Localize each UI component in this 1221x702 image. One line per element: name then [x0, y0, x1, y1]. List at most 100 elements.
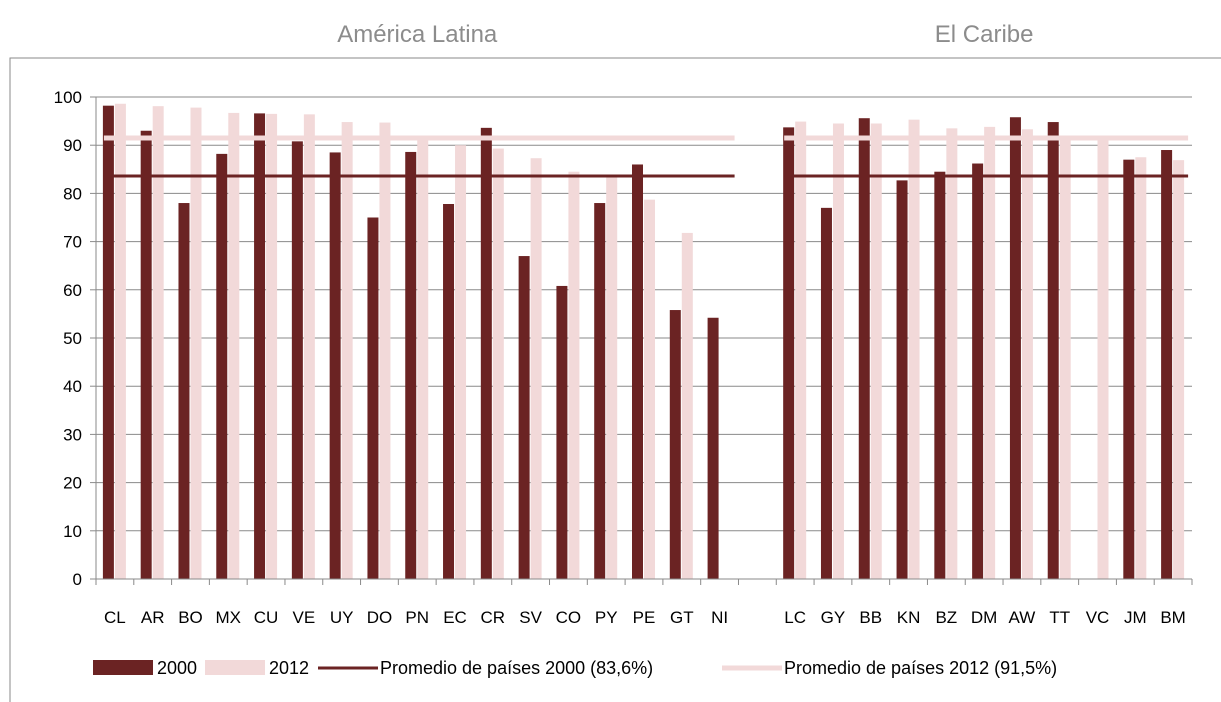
x-tick-label: MX: [216, 608, 242, 627]
x-tick-label: UY: [330, 608, 354, 627]
bars: [102, 103, 1185, 580]
bar-2000-AW: [1009, 117, 1021, 579]
x-tick-label: DO: [367, 608, 393, 627]
bar-2000-PY: [594, 203, 606, 580]
bar-2000-AR: [140, 130, 152, 580]
y-axis: 0 10 20 30 40 50 60 70 80 90 100: [54, 88, 97, 589]
bar-2000-PN: [405, 151, 417, 579]
x-tick-label: DM: [971, 608, 997, 627]
x-tick-label: BZ: [935, 608, 957, 627]
bar-2000-CR: [480, 127, 492, 580]
bar-2000-PE: [632, 164, 643, 580]
bar-2012-EC: [455, 145, 467, 579]
x-tick-label: CO: [556, 608, 582, 627]
bar-2012-BZ: [946, 128, 958, 579]
region-labels: América Latina El Caribe: [337, 21, 1033, 48]
bar-2000-DO: [367, 217, 379, 579]
bar-2012-BM: [1173, 160, 1185, 579]
reference-lines: [103, 135, 1189, 178]
bar-2000-BZ: [934, 171, 946, 579]
x-tick-label: JM: [1124, 608, 1147, 627]
y-tick-label: 90: [63, 136, 82, 155]
bar-2012-VE: [303, 114, 315, 580]
x-tick-label: LC: [784, 608, 806, 627]
bar-2012-JM: [1135, 157, 1147, 579]
x-tick-label: EC: [443, 608, 467, 627]
x-tick-label: VE: [293, 608, 316, 627]
chart-border: [9, 57, 1221, 702]
bar-2012-PY: [606, 176, 618, 579]
bar-2012-CU: [266, 113, 278, 580]
bar-2000-UY: [329, 152, 341, 579]
x-tick-label: CU: [254, 608, 279, 627]
bar-2000-LC: [783, 127, 795, 579]
x-tick-label: BB: [859, 608, 882, 627]
legend-label: Promedio de países 2012 (91,5%): [784, 658, 1057, 678]
bar-2012-CL: [114, 103, 126, 580]
legend-item-2000: 2000: [93, 658, 197, 678]
bar-2000-GT: [669, 310, 681, 579]
x-tick-label: AR: [141, 608, 165, 627]
y-tick-label: 20: [63, 474, 82, 493]
x-tick-label: AW: [1009, 608, 1036, 627]
legend-item-2012: 2012: [205, 658, 309, 678]
bar-2012-UY: [341, 122, 353, 580]
bar-2012-MX: [228, 112, 240, 579]
bar-2000-TT: [1047, 122, 1059, 580]
bar-2012-SV: [530, 158, 542, 580]
bar-2000-EC: [443, 204, 455, 579]
x-tick-label: PN: [405, 608, 429, 627]
legend-swatch: [93, 660, 153, 675]
legend-item-avg-2000: Promedio de países 2000 (83,6%): [318, 658, 653, 678]
y-tick-label: 30: [63, 425, 82, 444]
y-tick-label: 70: [63, 233, 82, 252]
x-tick-label: CR: [481, 608, 506, 627]
y-tick-label: 0: [73, 570, 82, 589]
bar-2000-GY: [820, 207, 832, 580]
bar-2012-PE: [644, 199, 655, 579]
bar-2012-AW: [1021, 129, 1033, 579]
bar-2012-AR: [152, 106, 164, 580]
bar-2012-GT: [681, 232, 693, 579]
bar-2000-MX: [216, 153, 228, 579]
bar-2000-CO: [556, 285, 568, 579]
legend-swatch: [205, 660, 265, 675]
bar-2012-DM: [984, 126, 996, 579]
x-tick-label: PY: [595, 608, 618, 627]
bar-2012-KN: [908, 119, 920, 580]
x-tick-label: SV: [519, 608, 542, 627]
x-tick-label: BM: [1160, 608, 1186, 627]
legend-label: Promedio de países 2000 (83,6%): [380, 658, 653, 678]
legend-label: 2012: [269, 658, 309, 678]
x-tick-label: GY: [821, 608, 846, 627]
bar-2000-BB: [858, 118, 870, 579]
bar-2000-JM: [1123, 159, 1135, 579]
bar-2000-CU: [254, 113, 266, 579]
bar-2012-CR: [492, 148, 504, 579]
x-axis: CL AR BO MX CU VE UY DO PN EC CR SV CO PY PE GT NI LC GY BB…: [95, 578, 1193, 627]
bar-2000-CL: [102, 105, 114, 580]
bar-2000-DM: [972, 163, 984, 580]
y-tick-label: 100: [54, 88, 82, 107]
legend-item-avg-2012: Promedio de países 2012 (91,5%): [722, 658, 1057, 678]
bar-2012-DO: [379, 122, 391, 580]
region-label: El Caribe: [935, 21, 1034, 48]
x-tick-label: KN: [897, 608, 921, 627]
bar-2012-LC: [795, 121, 807, 579]
bar-2000-BM: [1161, 150, 1173, 579]
bar-2000-VE: [291, 141, 303, 579]
bar-2012-BB: [870, 123, 882, 579]
y-tick-label: 40: [63, 377, 82, 396]
bar-2012-TT: [1059, 136, 1071, 580]
bar-2012-BO: [190, 107, 202, 579]
x-tick-label: NI: [711, 608, 728, 627]
y-tick-label: 80: [63, 184, 82, 203]
x-tick-label: PE: [633, 608, 656, 627]
x-tick-label: GT: [670, 608, 694, 627]
bar-2012-GY: [832, 123, 844, 579]
bar-2012-VC: [1097, 137, 1109, 580]
y-tick-label: 50: [63, 329, 82, 348]
y-tick-label: 10: [63, 522, 82, 541]
x-tick-label: CL: [104, 608, 126, 627]
